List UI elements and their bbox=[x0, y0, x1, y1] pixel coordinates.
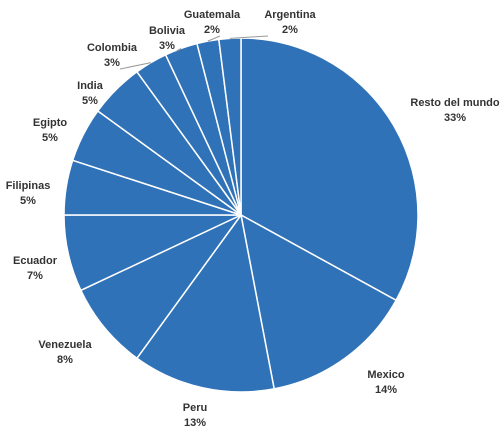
category-label: Filipinas bbox=[6, 180, 51, 192]
category-label: Egipto bbox=[33, 117, 67, 129]
leader-line bbox=[174, 48, 182, 53]
value-label: 8% bbox=[57, 354, 73, 366]
value-label: 5% bbox=[20, 195, 36, 207]
value-label: 3% bbox=[104, 57, 120, 69]
value-label: 2% bbox=[282, 24, 298, 36]
value-label: 14% bbox=[375, 384, 397, 396]
pie-slice bbox=[135, 213, 276, 393]
category-label: Bolivia bbox=[149, 25, 186, 37]
value-label: 5% bbox=[82, 95, 98, 107]
value-label: 3% bbox=[159, 40, 175, 52]
leader-line bbox=[207, 35, 221, 42]
category-label: Ecuador bbox=[13, 255, 58, 267]
category-label: Resto del mundo bbox=[410, 97, 500, 109]
pie-slice bbox=[240, 37, 419, 302]
category-label: Argentina bbox=[264, 9, 316, 21]
value-label: 33% bbox=[444, 112, 466, 124]
value-label: 13% bbox=[184, 417, 206, 429]
category-label: Mexico bbox=[367, 369, 405, 381]
category-label: India bbox=[77, 80, 104, 92]
value-label: 7% bbox=[27, 270, 43, 282]
category-label: Peru bbox=[183, 402, 207, 414]
category-label: Colombia bbox=[87, 42, 138, 54]
category-label: Venezuela bbox=[38, 339, 92, 351]
leader-line bbox=[229, 35, 269, 39]
value-label: 2% bbox=[204, 24, 220, 36]
pie-slice bbox=[239, 213, 398, 390]
leader-line bbox=[119, 62, 152, 70]
pie-slice bbox=[79, 214, 242, 360]
value-label: 5% bbox=[42, 132, 58, 144]
category-label: Guatemala bbox=[184, 9, 241, 21]
